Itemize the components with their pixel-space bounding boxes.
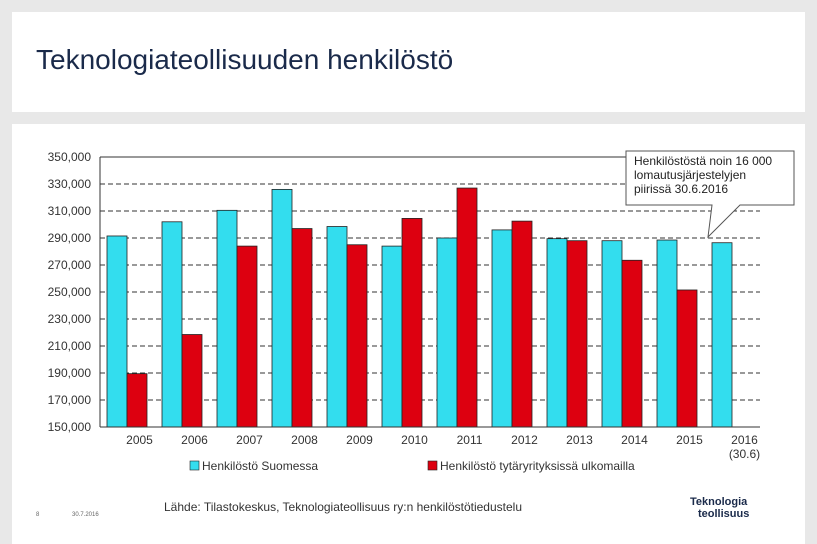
bar-abroad-2011 <box>456 187 478 428</box>
y-axis-ticks: 350,000 330,000 310,000 290,000 270,000 250,0… <box>48 150 92 434</box>
bar-abroad-2005 <box>126 373 148 428</box>
bar-finland-2009 <box>326 226 348 428</box>
x-tick-label: 2005 <box>126 433 153 447</box>
bar-finland-2016 <box>711 242 733 428</box>
bar-abroad-2013 <box>566 240 588 428</box>
bar-finland-2010 <box>381 245 403 428</box>
bar-finland-2012 <box>491 229 513 428</box>
bar-finland-2005 <box>106 235 128 428</box>
x-tick-label: 2007 <box>236 433 263 447</box>
page-title: Teknologiateollisuuden henkilöstö <box>36 44 454 75</box>
bar-abroad-2008 <box>291 228 313 428</box>
company-logo: Teknologia teollisuus <box>690 496 749 520</box>
y-tick-label: 230,000 <box>48 312 92 326</box>
legend: Henkilöstö Suomessa Henkilöstö tytäryrity… <box>189 459 635 473</box>
bar-abroad-2007 <box>236 245 258 428</box>
x-tick-label: 2012 <box>511 433 538 447</box>
page-number: 8 <box>36 512 40 518</box>
x-tick-label: 2010 <box>401 433 428 447</box>
footer-date: 30.7.2016 <box>72 512 99 518</box>
x-tick-sublabel: (30.6) <box>729 447 760 461</box>
source-note: Lähde: Tilastokeskus, Teknologiateollisu… <box>164 500 522 514</box>
callout-text-line: lomautusjärjestelyjen <box>634 168 746 182</box>
bar-abroad-2009 <box>346 244 368 428</box>
legend-swatch <box>427 460 438 471</box>
x-tick-label: 2006 <box>181 433 208 447</box>
y-tick-label: 310,000 <box>48 204 92 218</box>
x-tick-label: 2013 <box>566 433 593 447</box>
x-axis-ticks: 2005 2006 2007 2008 2009 2010 2011 2012 2013 2014… <box>126 433 760 461</box>
y-tick-label: 350,000 <box>48 150 92 164</box>
y-tick-label: 150,000 <box>48 420 92 434</box>
bar-abroad-2015 <box>676 289 698 428</box>
x-tick-label: 2011 <box>457 433 483 447</box>
legend-label: Henkilöstö tytäryrityksissä ulkomailla <box>440 459 635 473</box>
y-tick-label: 210,000 <box>48 339 92 353</box>
y-tick-label: 170,000 <box>48 393 92 407</box>
x-tick-label: 2009 <box>346 433 373 447</box>
logo-line-1: Teknologia <box>690 496 748 508</box>
callout-text-line: piirissä 30.6.2016 <box>634 182 728 196</box>
y-tick-label: 330,000 <box>48 177 92 191</box>
x-tick-label: 2015 <box>676 433 703 447</box>
bar-abroad-2010 <box>401 218 423 428</box>
x-tick-label: 2014 <box>621 433 648 447</box>
bars <box>106 187 733 428</box>
y-tick-label: 190,000 <box>48 366 92 380</box>
bar-abroad-2006 <box>181 334 203 428</box>
bar-finland-2015 <box>656 239 678 428</box>
title-panel: Teknologiateollisuuden henkilöstö <box>12 12 805 112</box>
x-tick-label: 2016 <box>731 433 758 447</box>
y-tick-label: 290,000 <box>48 231 92 245</box>
legend-label: Henkilöstö Suomessa <box>202 459 318 473</box>
axes <box>99 157 760 428</box>
x-tick-label: 2008 <box>291 433 318 447</box>
callout-bubble <box>625 150 795 239</box>
bar-finland-2006 <box>161 221 183 428</box>
bar-finland-2007 <box>216 209 238 428</box>
bar-abroad-2014 <box>621 259 643 428</box>
legend-swatch <box>189 460 200 471</box>
y-tick-label: 250,000 <box>48 285 92 299</box>
bar-finland-2013 <box>546 238 568 428</box>
bar-finland-2011 <box>436 237 458 428</box>
bar-finland-2008 <box>271 188 293 428</box>
logo-line-2: teollisuus <box>698 508 750 520</box>
callout-text-line: Henkilöstöstä noin 16 000 <box>634 154 772 168</box>
bar-abroad-2012 <box>511 220 533 428</box>
bar-finland-2014 <box>601 240 623 428</box>
callout-annotation: Henkilöstöstä noin 16 000lomautusjärjest… <box>625 150 795 239</box>
y-tick-label: 270,000 <box>48 258 92 272</box>
